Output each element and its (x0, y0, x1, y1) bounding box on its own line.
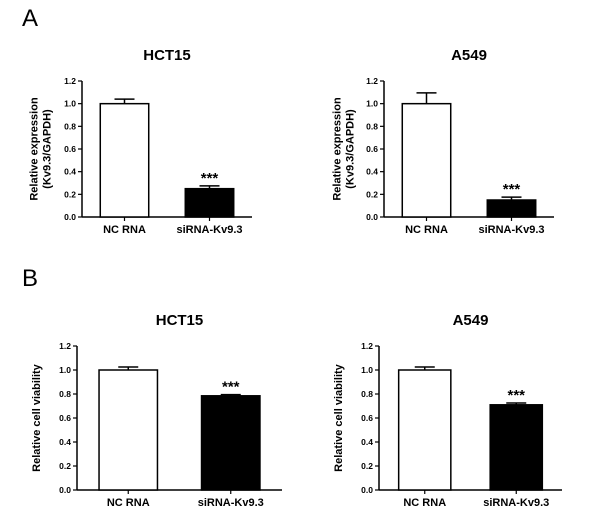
y-tick-label: 1.0 (361, 365, 373, 375)
y-tick-label: 1.2 (59, 341, 71, 351)
significance-label: *** (222, 379, 240, 396)
bar-sirna-kv9-3 (486, 199, 537, 218)
y-axis-label: Relative expression (29, 97, 41, 201)
y-tick-label: 0.8 (366, 121, 378, 131)
x-tick-label: NC RNA (403, 497, 446, 509)
chart-title: HCT15 (143, 47, 191, 64)
y-tick-label: 0.6 (366, 144, 378, 154)
chart-title: A549 (453, 312, 489, 329)
y-tick-label: 0.4 (64, 167, 76, 177)
significance-label: *** (507, 387, 525, 404)
x-tick-label: NC RNA (103, 224, 146, 236)
y-tick-label: 0.8 (59, 389, 71, 399)
bar-nc-rna (98, 369, 159, 491)
chart-1: A549 0.0 0.2 0.4 0.6 0.8 1.0 1.2 Relative expres… (332, 47, 554, 236)
panel-label-b: B (22, 265, 39, 292)
y-tick-label: 1.2 (64, 76, 76, 86)
y-tick-label: 0.0 (59, 485, 71, 495)
x-tick-label: siRNA-Kv9.3 (176, 224, 242, 236)
bar-nc-rna (401, 102, 452, 218)
y-tick-label: 0.0 (361, 485, 373, 495)
y-tick-label: 1.0 (59, 365, 71, 375)
y-tick-label: 0.0 (366, 212, 378, 222)
y-tick-label: 0.4 (361, 437, 373, 447)
y-axis-label: Relative cell viability (31, 363, 43, 471)
chart-0: HCT15 0.0 0.2 0.4 0.6 0.8 1.0 1.2 Relative expre… (29, 47, 252, 236)
bar-sirna-kv9-3 (200, 395, 261, 491)
bar-sirna-kv9-3 (184, 187, 235, 218)
y-tick-label: 0.2 (366, 189, 378, 199)
chart-title: HCT15 (156, 312, 204, 329)
y-tick-label: 0.2 (361, 461, 373, 471)
y-axis-label: Relative expression (332, 97, 344, 201)
y-tick-label: 1.2 (366, 76, 378, 86)
y-axis-label: (Kv9.3/GAPDH) (345, 109, 357, 189)
chart-2: HCT15 0.0 0.2 0.4 0.6 0.8 1.0 1.2 Relative cell … (31, 312, 282, 509)
y-tick-label: 0.6 (59, 413, 71, 423)
y-tick-label: 0.2 (64, 189, 76, 199)
y-tick-label: 0.4 (59, 437, 71, 447)
y-tick-label: 0.0 (64, 212, 76, 222)
y-tick-label: 1.0 (64, 99, 76, 109)
y-tick-label: 0.8 (361, 389, 373, 399)
y-tick-label: 0.2 (59, 461, 71, 471)
significance-label: *** (201, 170, 219, 187)
y-axis-label: (Kv9.3/GAPDH) (42, 109, 54, 189)
x-tick-label: siRNA-Kv9.3 (478, 224, 544, 236)
bar-nc-rna (397, 369, 452, 491)
y-tick-label: 0.6 (361, 413, 373, 423)
significance-label: *** (503, 181, 521, 198)
y-tick-label: 0.4 (366, 167, 378, 177)
bar-sirna-kv9-3 (489, 404, 544, 491)
y-tick-label: 1.2 (361, 341, 373, 351)
x-tick-label: NC RNA (405, 224, 448, 236)
x-tick-label: siRNA-Kv9.3 (483, 497, 549, 509)
x-tick-label: NC RNA (107, 497, 150, 509)
y-tick-label: 1.0 (366, 99, 378, 109)
y-tick-label: 0.8 (64, 121, 76, 131)
y-axis-label: Relative cell viability (333, 363, 345, 471)
y-tick-label: 0.6 (64, 144, 76, 154)
x-tick-label: siRNA-Kv9.3 (198, 497, 264, 509)
chart-title: A549 (451, 47, 487, 64)
panel-label-a: A (22, 5, 39, 32)
chart-3: A549 0.0 0.2 0.4 0.6 0.8 1.0 1.2 Relative cell v… (333, 312, 562, 509)
bar-nc-rna (99, 102, 150, 218)
